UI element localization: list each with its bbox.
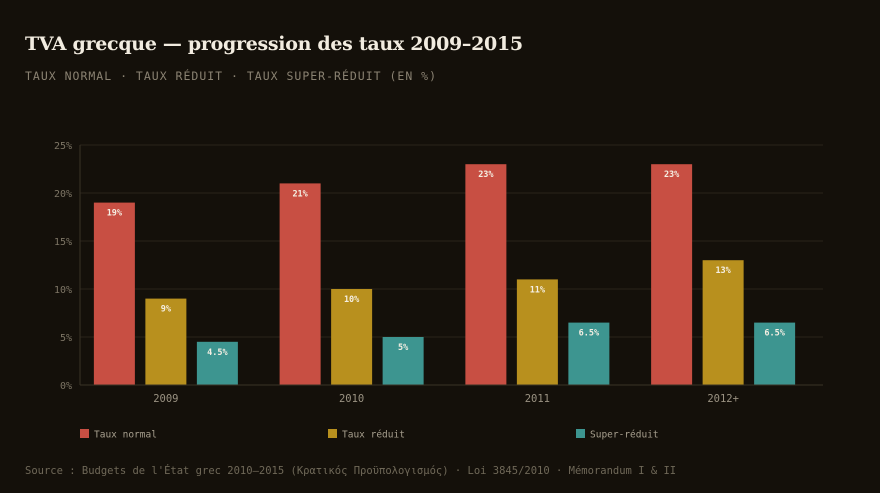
data-label: 23%: [664, 170, 680, 180]
bar: [516, 279, 558, 385]
data-label: 6.5%: [579, 329, 600, 339]
bar: [331, 289, 373, 385]
legend-swatch: [80, 429, 89, 438]
legend-layer: Taux normal Taux réduit Super-réduit: [80, 429, 659, 441]
bar: [145, 298, 187, 385]
data-label: 9%: [161, 305, 172, 315]
data-label: 10%: [344, 295, 360, 305]
x-tick-label: 2009: [153, 393, 178, 405]
data-label: 4.5%: [207, 348, 228, 358]
y-tick-label: 10%: [54, 285, 72, 296]
axis-layer: 0% 5% 10% 15% 20% 25% 2009 2010 2011 2012+: [54, 141, 823, 405]
bar: [93, 202, 135, 385]
legend-label: Taux réduit: [342, 430, 405, 441]
bar: [465, 164, 507, 385]
x-tick-label: 2010: [339, 393, 364, 405]
legend-label: Taux normal: [94, 430, 157, 441]
x-tick-label: 2012+: [707, 393, 739, 405]
bar: [279, 183, 321, 385]
y-tick-label: 0%: [60, 381, 72, 392]
data-label: 21%: [292, 189, 308, 199]
legend-swatch: [328, 429, 337, 438]
bar: [382, 337, 424, 385]
bar: [754, 322, 796, 385]
source-note: Source : Budgets de l'État grec 2010–201…: [25, 465, 677, 477]
data-label: 13%: [715, 266, 731, 276]
chart-subtitle: TAUX NORMAL · TAUX RÉDUIT · TAUX SUPER-R…: [25, 69, 438, 83]
y-tick-label: 15%: [54, 237, 72, 248]
data-label: 23%: [478, 170, 494, 180]
y-tick-label: 20%: [54, 189, 72, 200]
data-label: 11%: [530, 285, 546, 295]
bar: [702, 260, 744, 385]
bars-layer: 19% 9% 4.5% 21% 10% 5% 23% 11% 6.5% 23% 13% 6.5%: [93, 164, 796, 385]
data-label: 19%: [107, 209, 123, 219]
data-label: 5%: [398, 343, 409, 353]
y-tick-label: 5%: [60, 333, 72, 344]
bar: [568, 322, 610, 385]
bar: [196, 341, 238, 385]
y-tick-label: 25%: [54, 141, 72, 152]
legend-label: Super-réduit: [590, 430, 659, 441]
x-tick-label: 2011: [525, 393, 550, 405]
legend-swatch: [576, 429, 585, 438]
bar: [651, 164, 693, 385]
chart-title: TVA grecque — progression des taux 2009–…: [25, 33, 523, 55]
data-label: 6.5%: [764, 329, 785, 339]
